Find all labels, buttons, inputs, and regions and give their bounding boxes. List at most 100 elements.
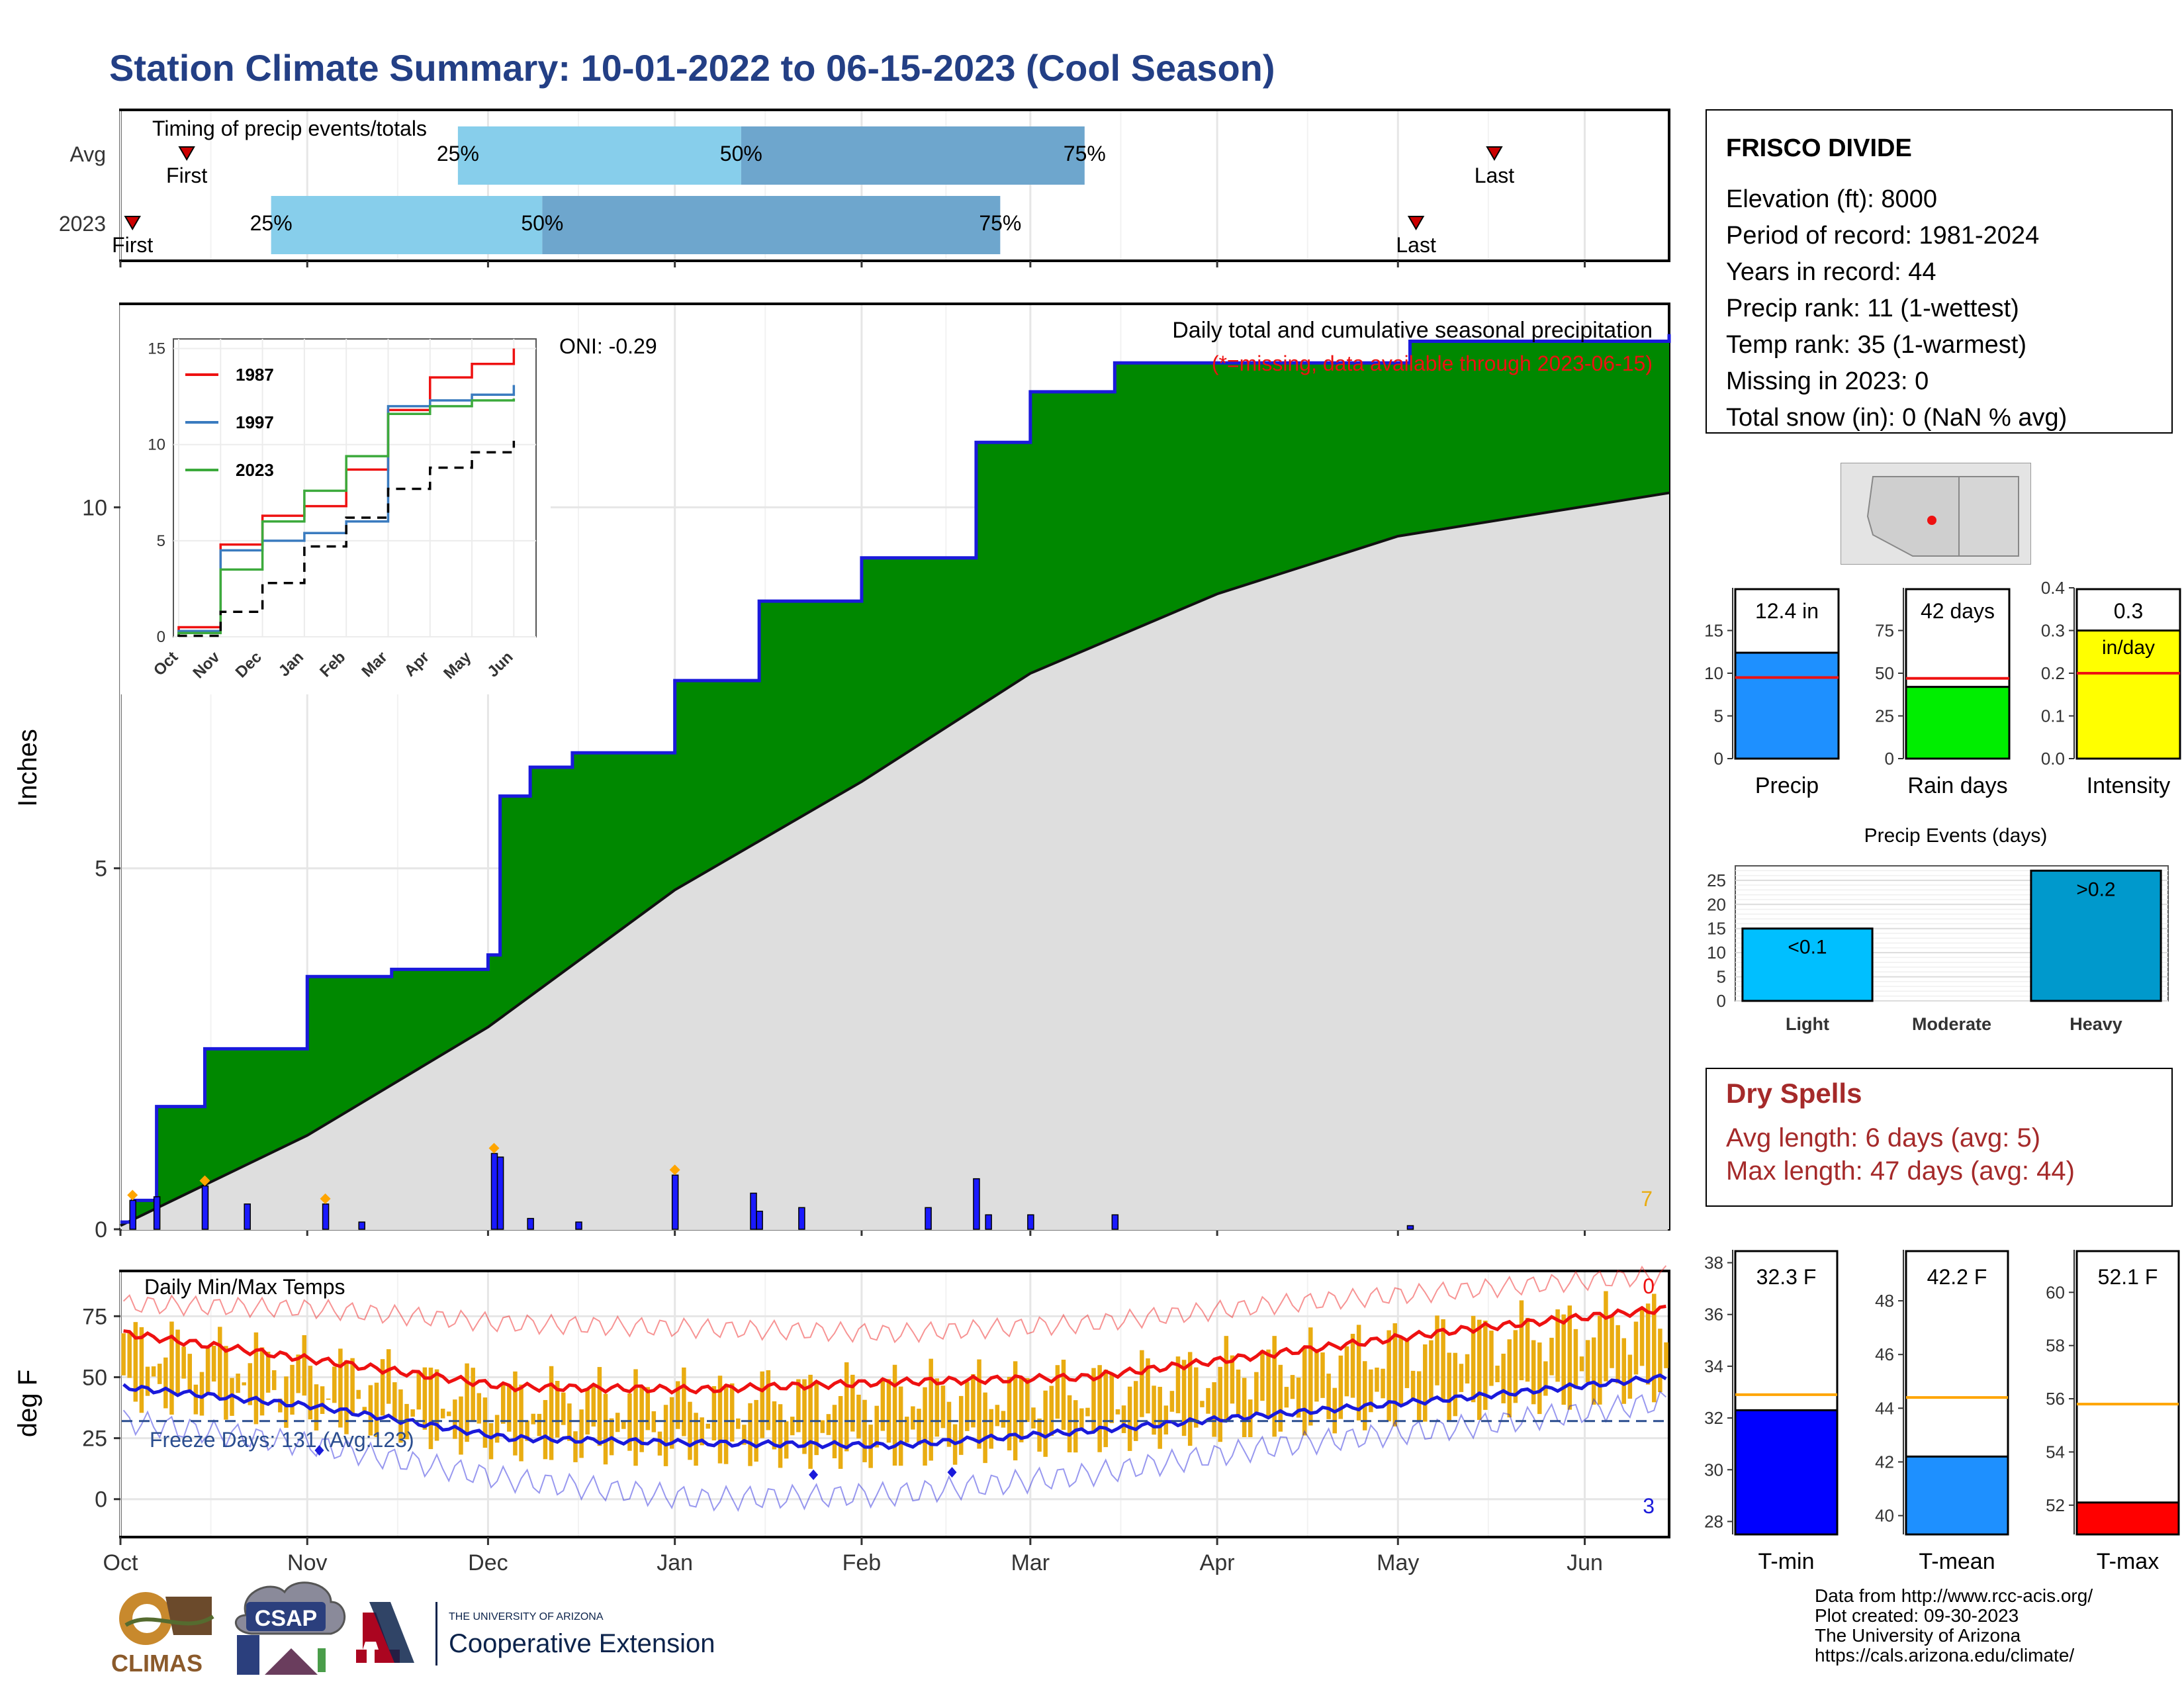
daily-temp-bar	[1664, 1342, 1668, 1368]
daily-temp-bar	[657, 1431, 662, 1456]
timing-first-marker	[124, 216, 141, 230]
daily-temp-bar	[917, 1409, 921, 1445]
daily-temp-bar	[368, 1385, 373, 1436]
daily-temp-bar	[1091, 1368, 1096, 1432]
timing-first-marker	[178, 146, 195, 161]
daily-temp-bar	[1224, 1336, 1229, 1421]
daily-temp-bar	[844, 1362, 849, 1452]
daily-temp-bar	[603, 1393, 608, 1465]
daily-temp-bar	[265, 1351, 271, 1393]
daily-temp-bar	[1501, 1353, 1506, 1403]
daily-temp-bar	[1507, 1339, 1512, 1418]
timing-pct-label: 50%	[521, 211, 563, 235]
daily-temp-bar	[892, 1364, 897, 1466]
station-info-line: Temp rank: 35 (1-warmest)	[1726, 331, 2026, 359]
x-tick-label: Jan	[657, 1550, 693, 1575]
cumulative-precip-line	[120, 334, 1671, 1224]
timing-bar-50-75	[542, 196, 1001, 254]
mini-bar-value-label: 42 days	[1921, 599, 1995, 623]
daily-temp-bar	[453, 1399, 457, 1439]
daily-temp-bar	[163, 1357, 168, 1409]
daily-temp-bar	[669, 1397, 674, 1449]
daily-precip-bar	[1111, 1214, 1119, 1230]
y-tick-label: 75	[82, 1304, 107, 1329]
daily-temp-bar	[682, 1367, 686, 1436]
events-y-tick-label: 15	[1707, 919, 1726, 939]
footer-line: Data from http://www.rcc-acis.org/	[1815, 1585, 2093, 1606]
daily-temp-bar	[1043, 1390, 1048, 1457]
mini-bar-unit-label: in/day	[2102, 637, 2155, 659]
daily-temp-bar	[989, 1409, 993, 1449]
daily-temp-bar	[826, 1414, 831, 1435]
temp-panel: Daily Min/Max Temps Freeze Days: 131 (Av…	[13, 1265, 1670, 1538]
daily-temp-bar	[561, 1392, 566, 1425]
daily-temp-bar	[929, 1358, 933, 1461]
daily-temp-bar	[1308, 1327, 1313, 1426]
daily-temp-bar	[705, 1423, 711, 1429]
station-name: FRISCO DIVIDE	[1726, 134, 1912, 162]
daily-temp-bar	[1025, 1378, 1030, 1423]
daily-temp-bar	[573, 1431, 578, 1462]
temp-summary-bar	[1734, 1409, 1839, 1536]
daily-temp-bar	[157, 1364, 162, 1384]
timing-first-label: First	[166, 164, 207, 187]
mini-y-tick-label: 0	[1714, 749, 1723, 769]
daily-temp-bar	[645, 1387, 650, 1430]
daily-temp-bar	[694, 1413, 698, 1466]
dry-spells-title: Dry Spells	[1726, 1078, 1862, 1109]
timing-row-2023-label: 2023	[59, 212, 106, 236]
daily-temp-bar	[1398, 1336, 1404, 1405]
daily-temp-bar	[1525, 1317, 1530, 1382]
daily-temp-bar	[1314, 1348, 1319, 1402]
temp-summary-y-tick-label: 30	[1704, 1460, 1723, 1479]
summary-bar-charts: 0 5 10 15 12.4 in Precip 0 25 50 75 42 days Rain da…	[1704, 578, 2181, 798]
daily-temp-bar	[218, 1327, 222, 1398]
y-tick-label: 0	[95, 1487, 107, 1513]
daily-temp-bar	[736, 1418, 741, 1429]
temp-summary-y-tick-label: 56	[2046, 1389, 2065, 1409]
daily-temp-bar	[905, 1417, 909, 1443]
daily-temp-bar	[1067, 1395, 1072, 1453]
timing-first-label: First	[112, 233, 153, 257]
daily-temp-bar	[790, 1417, 795, 1436]
daily-temp-bar	[139, 1327, 144, 1413]
events-y-tick-label: 25	[1707, 870, 1726, 890]
daily-temp-bar	[940, 1385, 946, 1429]
events-x-label: Moderate	[1912, 1014, 1991, 1034]
events-y-tick-label: 0	[1717, 991, 1726, 1011]
inset-legend-label: 1997	[236, 412, 274, 432]
daily-precip-bar	[756, 1210, 763, 1230]
station-info-line: Period of record: 1981-2024	[1726, 222, 2039, 250]
daily-temp-bar	[1326, 1374, 1331, 1419]
temp-summary-y-tick-label: 32	[1704, 1408, 1723, 1428]
inset-y-tick-label: 5	[157, 532, 165, 550]
daily-temp-bar	[302, 1335, 307, 1396]
mini-y-tick-label: 25	[1875, 706, 1894, 726]
daily-temp-bar	[874, 1405, 879, 1448]
daily-temp-bar	[1441, 1319, 1445, 1401]
x-tick-label: May	[1377, 1550, 1419, 1575]
y-tick-label: 0	[95, 1217, 107, 1243]
daily-temp-bar	[1483, 1321, 1488, 1410]
daily-temp-bar	[898, 1386, 903, 1466]
timing-bar-25-50	[457, 126, 741, 185]
record-low-marker	[809, 1469, 819, 1480]
daily-temp-bar	[1639, 1307, 1645, 1366]
precip-panel: Daily total and cumulative seasonal prec…	[13, 303, 1671, 1243]
events-bar-label: >0.2	[2076, 878, 2115, 900]
inset-legend-label: 2023	[236, 460, 274, 480]
daily-temp-bar	[1404, 1338, 1410, 1388]
daily-temp-bar	[748, 1403, 752, 1466]
daily-temp-bar	[1278, 1364, 1283, 1432]
daily-temp-bar	[1369, 1369, 1373, 1413]
daily-precip-bar	[527, 1217, 534, 1230]
events-bar-label: <0.1	[1788, 937, 1827, 959]
daily-temp-bar	[259, 1347, 265, 1416]
daily-temp-bar	[1645, 1303, 1651, 1385]
precip-events-title: Precip Events (days)	[1864, 825, 2048, 847]
daily-temp-bar	[1140, 1350, 1144, 1417]
footer-line: https://cals.arizona.edu/climate/	[1815, 1645, 2074, 1665]
mini-y-tick-label: 75	[1875, 621, 1894, 641]
daily-temp-bar	[784, 1421, 789, 1459]
daily-temp-bar	[597, 1367, 602, 1446]
